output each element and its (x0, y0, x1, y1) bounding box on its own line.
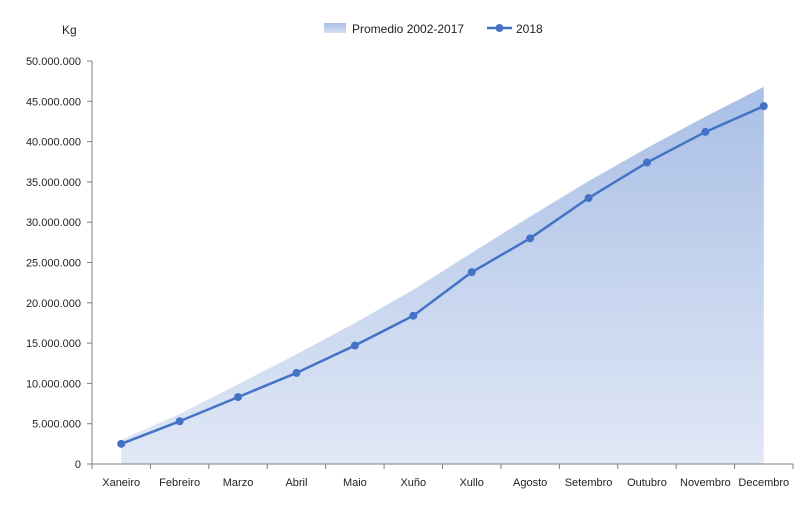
data-point-2018-0 (117, 439, 126, 448)
x-tick-label: Febreiro (159, 477, 200, 489)
y-tick-label: 0 (75, 459, 81, 471)
legend: Promedio 2002-2017 2018 (324, 22, 543, 36)
data-point-2018-9 (642, 158, 651, 167)
x-tick-label: Agosto (513, 477, 547, 489)
legend-label-line: 2018 (516, 22, 543, 36)
y-axis-unit-label: Kg (62, 23, 77, 37)
legend-swatch-marker (495, 24, 504, 32)
data-point-2018-10 (701, 127, 710, 136)
x-tick-label: Outubro (627, 477, 667, 489)
series-line-2018 (120, 104, 765, 446)
x-tick-label: Abril (285, 477, 307, 489)
y-tick-label: 15.000.000 (26, 338, 81, 350)
y-tick-label: 35.000.000 (26, 177, 81, 189)
data-point-2018-11 (759, 102, 768, 111)
y-tick-label: 25.000.000 (26, 258, 81, 270)
y-tick-label: 40.000.000 (26, 137, 81, 149)
y-tick-label: 45.000.000 (26, 96, 81, 108)
data-point-2018-2 (234, 393, 243, 402)
y-tick-label: 10.000.000 (26, 378, 81, 390)
x-tick-label: Xuño (400, 477, 426, 489)
data-point-2018-6 (467, 268, 476, 277)
x-tick-label: Marzo (223, 477, 254, 489)
plot-area (117, 86, 768, 465)
y-tick-label: 50.000.000 (26, 56, 81, 68)
data-point-2018-1 (175, 417, 184, 426)
y-tick-label: 20.000.000 (26, 298, 81, 310)
x-tick-label: Xaneiro (102, 477, 140, 489)
x-tick-label: Decembro (738, 477, 789, 489)
legend-label-area: Promedio 2002-2017 (352, 22, 464, 36)
axes: 0 5.000.000 10.000.000 15.000.000 20.000.000… (26, 56, 794, 489)
series-area-promedio (121, 86, 764, 465)
x-tick-label: Setembro (565, 477, 613, 489)
x-tick-label: Maio (343, 477, 367, 489)
data-point-2018-7 (526, 234, 535, 243)
data-point-2018-4 (350, 341, 359, 350)
data-point-2018-8 (584, 194, 593, 203)
y-tick-label: 5.000.000 (32, 419, 81, 431)
x-tick-label: Xullo (459, 477, 483, 489)
data-point-2018-5 (409, 311, 418, 320)
data-point-2018-3 (292, 368, 301, 377)
x-tick-label: Novembro (680, 477, 731, 489)
y-tick-label: 30.000.000 (26, 217, 81, 229)
legend-swatch-area (324, 23, 346, 33)
